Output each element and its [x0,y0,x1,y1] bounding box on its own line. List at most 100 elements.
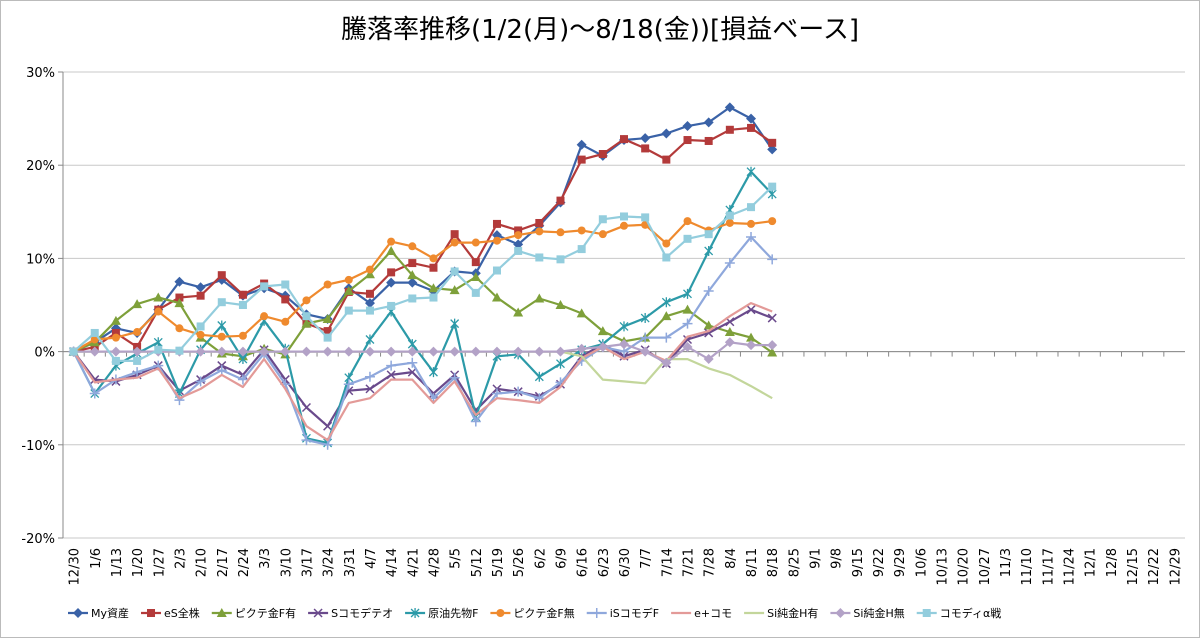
marker [175,346,184,355]
x-tick-label: 9/22 [872,548,887,577]
marker [767,144,778,155]
marker [534,346,545,357]
marker [492,266,501,275]
marker [365,384,375,394]
series-line [73,249,773,358]
x-tick-label: 12/15 [1126,548,1141,585]
x-tick-label: 2/3 [173,548,188,569]
x-tick-label: 3/24 [322,548,337,577]
marker [216,346,227,357]
marker [724,102,735,113]
marker [703,320,714,330]
marker [556,228,565,237]
marker [767,340,778,351]
marker [768,182,777,191]
marker [280,346,291,357]
marker [492,236,501,245]
marker [428,346,439,357]
marker [216,365,227,376]
marker [724,258,735,269]
marker [703,286,714,297]
marker [682,121,693,132]
marker [471,238,480,247]
marker [238,301,247,309]
marker [386,346,397,357]
marker [682,341,693,352]
x-tick-label: 11/24 [1063,548,1078,585]
x-tick-label: 4/14 [385,548,400,577]
marker [704,230,713,239]
x-tick-label: 12/8 [1105,548,1120,577]
marker [281,280,290,289]
marker [407,277,418,288]
x-tick-label: 6/30 [618,548,633,577]
marker [555,300,566,309]
marker [661,357,672,368]
marker [322,439,333,450]
marker [408,294,417,303]
x-tick-label: 12/30 [68,548,83,585]
marker [111,333,120,342]
marker [725,125,734,134]
y-tick-label: 30% [26,66,55,81]
marker [73,608,83,618]
marker [237,374,248,385]
marker [768,217,777,226]
marker [365,306,374,315]
legend-item: Si純金H有 [744,606,818,620]
marker [768,138,777,147]
marker [725,218,734,227]
marker [513,239,524,250]
marker [450,318,460,329]
y-tick-label: 20% [26,159,55,174]
marker [195,346,206,357]
marker [922,609,931,617]
marker [640,346,651,357]
marker [491,388,502,399]
marker [344,306,353,315]
x-tick-label: 6/23 [597,548,612,577]
marker [323,421,333,431]
marker [513,307,524,317]
marker [703,354,714,365]
x-tick-label: 8/4 [724,548,739,569]
legend-item: eS全株 [141,606,200,620]
marker [662,155,671,164]
x-tick-label: 2/24 [237,548,252,577]
marker [153,292,164,302]
marker [746,332,757,342]
marker [301,318,312,328]
marker [410,608,420,618]
x-tick-label: 8/25 [787,548,802,577]
x-tick-label: 3/3 [258,548,273,569]
series-line [73,106,774,353]
marker [620,212,628,221]
marker [767,347,778,357]
marker [555,346,566,357]
series-line [72,185,773,362]
marker [661,297,671,308]
marker [429,293,438,302]
marker [386,245,397,255]
series-line [73,126,773,353]
y-tick-label: -10% [21,439,55,454]
legend-label: iSコモデF [610,606,659,620]
marker [386,370,396,380]
marker [89,388,100,399]
x-tick-label: 3/10 [279,548,294,577]
legend-label: 原油先物F [428,606,478,620]
marker [471,258,480,267]
marker [640,332,651,343]
marker [217,298,226,307]
legend-label: My資産 [91,607,129,620]
marker [746,305,756,315]
marker [429,254,438,263]
series-line [72,170,773,444]
marker [259,346,270,357]
marker [597,341,608,352]
marker [260,312,269,321]
marker [619,321,629,332]
x-tick-label: 7/14 [660,548,675,577]
marker [703,117,714,128]
marker [491,346,502,357]
